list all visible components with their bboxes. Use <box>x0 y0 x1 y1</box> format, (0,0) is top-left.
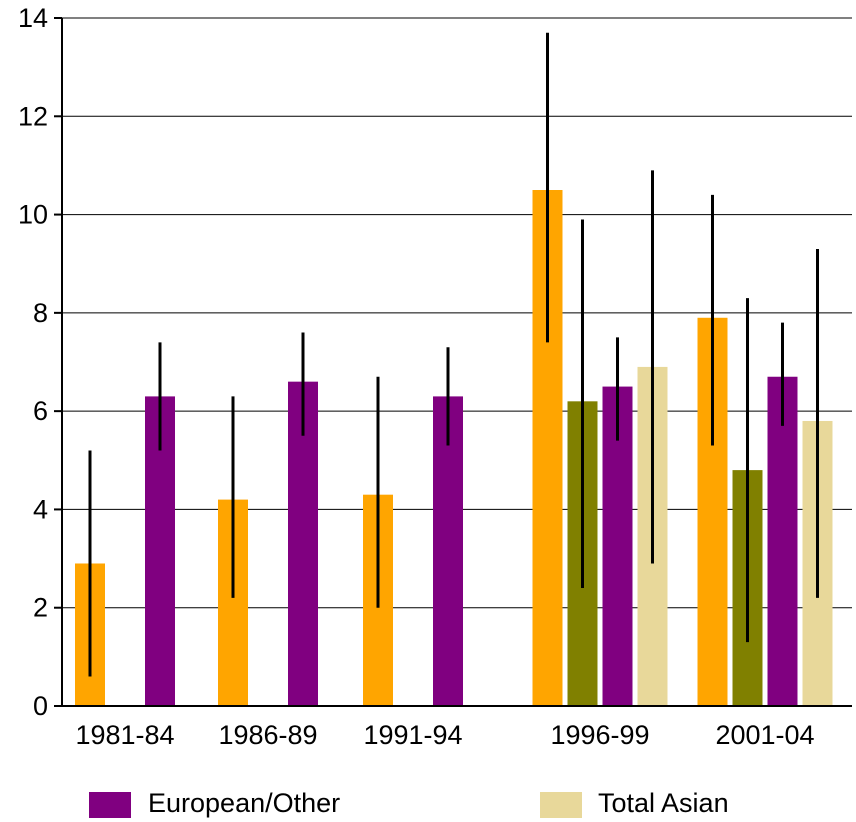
y-tick-label: 8 <box>33 298 48 328</box>
legend-label-european-other: European/Other <box>148 788 340 818</box>
y-tick-label: 4 <box>33 494 48 524</box>
y-tick-label: 10 <box>18 200 48 230</box>
bar-2001-04-series-2 <box>767 376 798 706</box>
y-tick-label: 2 <box>33 593 48 623</box>
x-tick-label-1981-84: 1981-84 <box>75 720 174 750</box>
x-tick-label-1986-89: 1986-89 <box>218 720 317 750</box>
x-tick-label-1996-99: 1996-99 <box>550 720 649 750</box>
x-tick-label-1991-94: 1991-94 <box>363 720 462 750</box>
legend-swatch-european-other <box>89 792 131 818</box>
legend: European/Other Total Asian <box>89 788 729 818</box>
legend-swatch-total-asian <box>540 792 582 818</box>
y-tick-label: 12 <box>18 101 48 131</box>
y-tick-label: 6 <box>33 396 48 426</box>
error-bars <box>88 32 819 677</box>
bar-1991-94-series-2 <box>433 396 463 706</box>
x-tick-labels: 1981-84 1986-89 1991-94 1996-99 2001-04 <box>75 720 814 750</box>
y-tick-label: 0 <box>33 691 48 721</box>
x-tick-label-2001-04: 2001-04 <box>715 720 814 750</box>
y-tick-labels: 0 2 4 6 8 10 12 14 <box>18 3 48 721</box>
axes <box>54 17 852 707</box>
y-tick-label: 14 <box>18 3 48 33</box>
legend-label-total-asian: Total Asian <box>598 788 729 818</box>
bars <box>75 190 833 706</box>
